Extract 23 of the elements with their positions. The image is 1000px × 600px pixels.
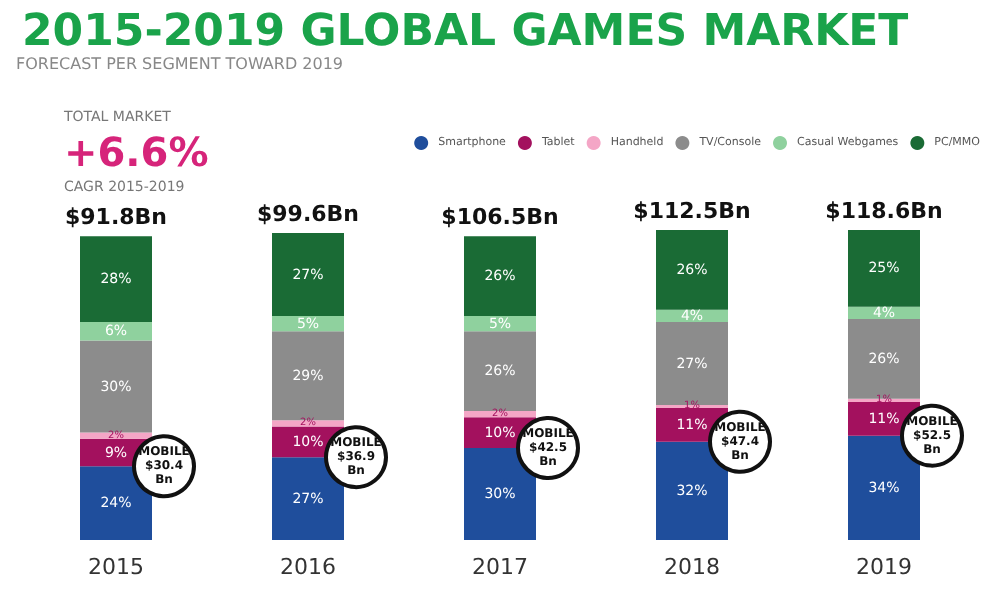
bar xyxy=(848,319,920,399)
x-tick-label: 2018 xyxy=(664,554,720,580)
annotation: $91.8Bn xyxy=(64,204,168,231)
bar xyxy=(464,236,536,316)
x-tick-label: 2015 xyxy=(88,554,144,580)
chart-title: 2015-2019 GLOBAL GAMES MARKET xyxy=(22,7,909,57)
text: $99.6Bn xyxy=(256,201,360,228)
bar xyxy=(80,236,152,323)
x-tick-label: 2019 xyxy=(856,554,912,580)
bar xyxy=(656,230,728,310)
annotation: $106.5Bn xyxy=(441,204,559,231)
chart-subtitle: FORECAST PER SEGMENT TOWARD 2019 xyxy=(16,55,344,73)
bar xyxy=(464,331,536,412)
bar xyxy=(272,331,344,421)
bar xyxy=(848,230,920,307)
bar xyxy=(272,233,344,316)
x-tick-label: 2017 xyxy=(472,554,528,580)
text: $118.6Bn xyxy=(825,198,943,224)
bar xyxy=(656,322,728,405)
text: $112.5Bn xyxy=(633,198,751,224)
text: +6.6% xyxy=(64,128,209,176)
x-tick-label: 2016 xyxy=(280,554,336,580)
bar xyxy=(80,340,152,433)
